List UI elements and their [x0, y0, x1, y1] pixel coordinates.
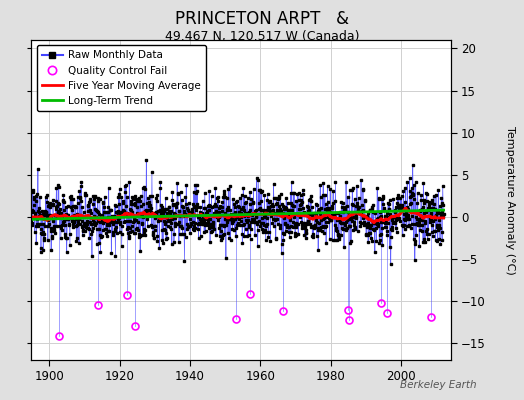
Legend: Raw Monthly Data, Quality Control Fail, Five Year Moving Average, Long-Term Tren: Raw Monthly Data, Quality Control Fail, …: [37, 45, 206, 111]
Text: PRINCETON ARPT   &: PRINCETON ARPT &: [175, 10, 349, 28]
Y-axis label: Temperature Anomaly (°C): Temperature Anomaly (°C): [505, 126, 515, 274]
Text: 49.467 N, 120.517 W (Canada): 49.467 N, 120.517 W (Canada): [165, 30, 359, 43]
Text: Berkeley Earth: Berkeley Earth: [400, 380, 477, 390]
